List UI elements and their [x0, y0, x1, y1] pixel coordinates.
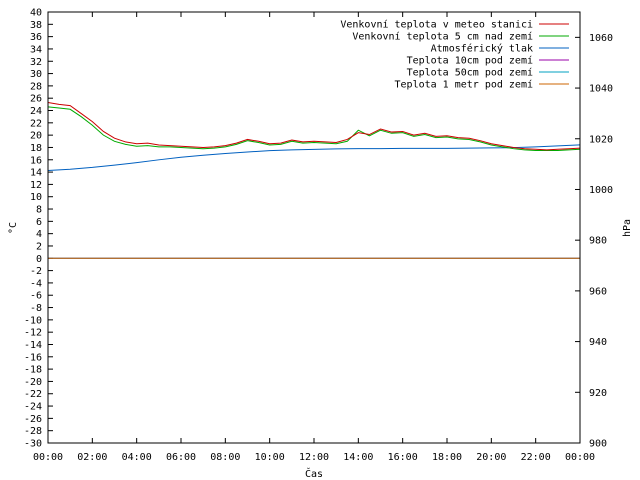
x-tick-label: 22:00	[521, 452, 551, 463]
x-tick-label: 18:00	[432, 452, 462, 463]
x-tick-label: 16:00	[388, 452, 418, 463]
y-tick-label-right: 1000	[589, 185, 613, 196]
plot-frame	[47, 11, 581, 444]
legend: Venkovní teplota v meteo staniciVenkovní…	[340, 19, 569, 91]
x-tick-label: 08:00	[210, 452, 240, 463]
y-tick-label-left: -4	[30, 278, 42, 289]
y-tick-label-left: -30	[24, 439, 42, 450]
y-tick-label-left: -2	[30, 266, 42, 277]
legend-label: Venkovní teplota v meteo stanici	[340, 19, 533, 31]
y-tick-label-left: -12	[24, 328, 42, 339]
series-line-1	[47, 102, 581, 151]
y-tick-label-left: -14	[24, 340, 42, 351]
y-tick-label-left: 8	[36, 205, 42, 216]
y-tick-label-right: 1040	[589, 84, 613, 95]
x-tick-label: 06:00	[166, 452, 196, 463]
y-tick-label-left: 40	[30, 8, 42, 19]
y-tick-label-left: 14	[30, 168, 42, 179]
y-tick-label-left: -20	[24, 377, 42, 388]
y-tick-label-left: 12	[30, 180, 42, 191]
y-tick-label-left: 16	[30, 155, 42, 166]
y-tick-label-left: -6	[30, 291, 42, 302]
x-tick-label: 12:00	[299, 452, 329, 463]
x-tick-label: 00:00	[33, 452, 63, 463]
y-tick-label-left: -18	[24, 365, 42, 376]
right-axis-ticks: 1060 1040 1020 1000 980 960 940 920 900	[575, 33, 613, 450]
legend-label: Atmosférický tlak	[431, 43, 533, 55]
y-tick-label-left: -26	[24, 414, 42, 425]
x-tick-label: 02:00	[77, 452, 107, 463]
series-line-2	[47, 106, 581, 152]
y-tick-label-right: 960	[589, 286, 607, 297]
y-tick-label-right: 900	[589, 439, 607, 450]
legend-label: Teplota 10cm pod zemí	[407, 55, 533, 67]
y-tick-label-right: 1060	[589, 33, 613, 44]
y-tick-label-left: -8	[30, 303, 42, 314]
y-tick-label-left: -28	[24, 426, 42, 437]
y-tick-label-right: 940	[589, 337, 607, 348]
y-tick-label-left: 24	[30, 106, 42, 117]
y-tick-label-right: 920	[589, 388, 607, 399]
x-axis-label: Čas	[305, 467, 323, 480]
y-tick-label-left: 2	[36, 241, 42, 252]
y-tick-label-right: 980	[589, 236, 607, 247]
y-tick-label-left: -24	[24, 402, 42, 413]
x-tick-label: 00:00	[565, 452, 595, 463]
x-tick-label: 20:00	[476, 452, 506, 463]
series-line-3	[47, 144, 581, 171]
y-tick-label-left: 18	[30, 143, 42, 154]
legend-label: Venkovní teplota 5 cm nad zemí	[352, 31, 533, 43]
y-tick-label-left: 22	[30, 118, 42, 129]
x-tick-label: 10:00	[255, 452, 285, 463]
x-tick-label: 14:00	[343, 452, 373, 463]
y-tick-label-left: -16	[24, 352, 42, 363]
x-tick-label: 04:00	[122, 452, 152, 463]
y-tick-label-left: 0	[36, 254, 42, 265]
y-tick-label-left: 10	[30, 192, 42, 203]
y-tick-label-left: 34	[30, 44, 42, 55]
y-tick-label-left: -22	[24, 389, 42, 400]
series-layer	[47, 102, 581, 259]
y-tick-label-left: 20	[30, 131, 42, 142]
legend-label: Teplota 50cm pod zemí	[407, 67, 533, 79]
y-tick-label-left: 30	[30, 69, 42, 80]
y-tick-label-right: 1020	[589, 134, 613, 145]
y-tick-label-left: -10	[24, 315, 42, 326]
y-tick-label-left: 28	[30, 81, 42, 92]
left-axis-ticks: 4038363432302826242220181614121086420-2-…	[24, 8, 53, 450]
x-axis-ticks: 00:00 02:00 04:00 06:00 08:00 10:00 12:00 14:00…	[33, 12, 595, 463]
y-tick-label-left: 32	[30, 57, 42, 68]
y-tick-label-left: 4	[36, 229, 42, 240]
y-axis-label-left: °C	[8, 222, 19, 234]
y-axis-label-right: hPa	[622, 219, 633, 237]
y-tick-label-left: 36	[30, 32, 42, 43]
legend-label: Teplota 1 metr pod zemí	[395, 79, 533, 91]
y-tick-label-left: 38	[30, 20, 42, 31]
y-tick-label-left: 26	[30, 94, 42, 105]
y-tick-label-left: 6	[36, 217, 42, 228]
